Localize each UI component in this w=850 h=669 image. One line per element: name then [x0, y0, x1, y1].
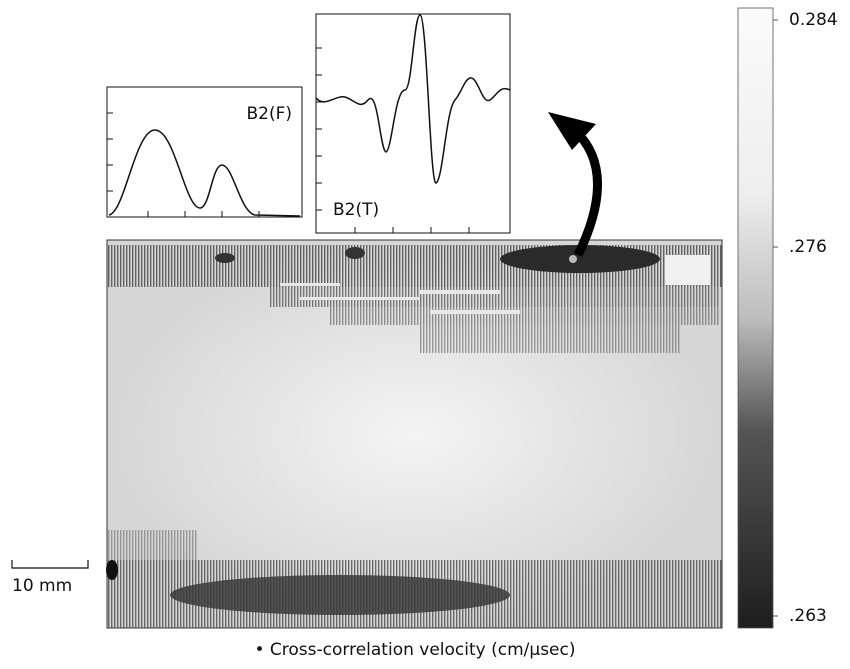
arrowhead [548, 112, 596, 150]
colorbar [737, 7, 774, 629]
colorbar-tick-label: 0.284 [789, 10, 838, 30]
inset-time: B2(T) [315, 13, 511, 234]
inset-label: B2(T) [333, 200, 379, 220]
inset-frequency: B2(F) [106, 86, 303, 218]
colorbar-tick-label: .263 [789, 606, 827, 626]
caption: • Cross-correlation velocity (cm/μsec) [254, 640, 575, 660]
scale-bar [11, 560, 89, 569]
colorbar-tick-label: .276 [789, 237, 827, 257]
arrow [568, 124, 602, 257]
scan-image [106, 239, 723, 629]
inset-label: B2(F) [246, 104, 292, 124]
scale-bar-label: 10 mm [12, 576, 72, 596]
